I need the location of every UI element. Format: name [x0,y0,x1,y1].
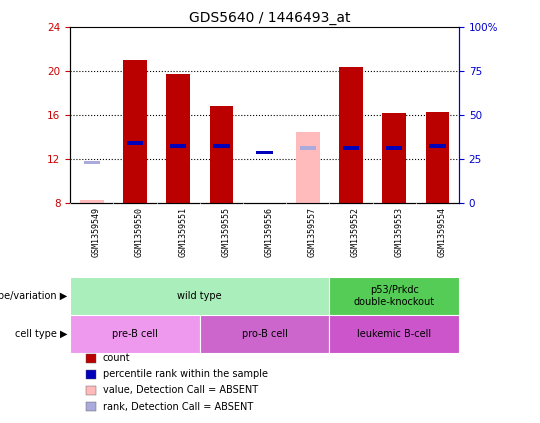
Text: GSM1359550: GSM1359550 [135,207,144,257]
Text: GDS5640 / 1446493_at: GDS5640 / 1446493_at [189,11,351,25]
Text: GSM1359553: GSM1359553 [394,207,403,257]
Bar [296,132,320,203]
Text: count: count [103,353,130,363]
Bar [300,146,316,150]
Text: p53/Prkdc
double-knockout: p53/Prkdc double-knockout [354,285,435,307]
Bar [343,146,359,150]
Text: pro-B cell: pro-B cell [242,329,287,339]
Bar [429,144,445,148]
Bar [339,67,363,203]
Bar [70,315,200,353]
Bar [382,113,406,203]
Bar [210,107,233,203]
Text: genotype/variation ▶: genotype/variation ▶ [0,291,68,301]
Bar [200,315,329,353]
Bar [213,144,230,148]
Bar [386,146,402,150]
Bar [127,141,143,145]
Text: GSM1359552: GSM1359552 [351,207,360,257]
Text: pre-B cell: pre-B cell [112,329,158,339]
Bar [170,144,186,148]
Bar [123,60,147,203]
Bar [80,200,104,203]
Text: rank, Detection Call = ABSENT: rank, Detection Call = ABSENT [103,401,253,412]
Bar [329,315,459,353]
Bar [70,277,329,315]
Bar [166,74,190,203]
Text: percentile rank within the sample: percentile rank within the sample [103,369,268,379]
Text: GSM1359556: GSM1359556 [265,207,274,257]
Bar [256,151,273,154]
Text: wild type: wild type [178,291,222,301]
Text: cell type ▶: cell type ▶ [15,329,68,339]
Text: GSM1359554: GSM1359554 [437,207,447,257]
Text: GSM1359551: GSM1359551 [178,207,187,257]
Text: GSM1359549: GSM1359549 [92,207,101,257]
Text: leukemic B-cell: leukemic B-cell [357,329,431,339]
Text: value, Detection Call = ABSENT: value, Detection Call = ABSENT [103,385,258,396]
Text: GSM1359557: GSM1359557 [308,207,317,257]
Bar [84,160,100,165]
Bar [329,277,459,315]
Text: GSM1359555: GSM1359555 [221,207,231,257]
Bar [426,112,449,203]
